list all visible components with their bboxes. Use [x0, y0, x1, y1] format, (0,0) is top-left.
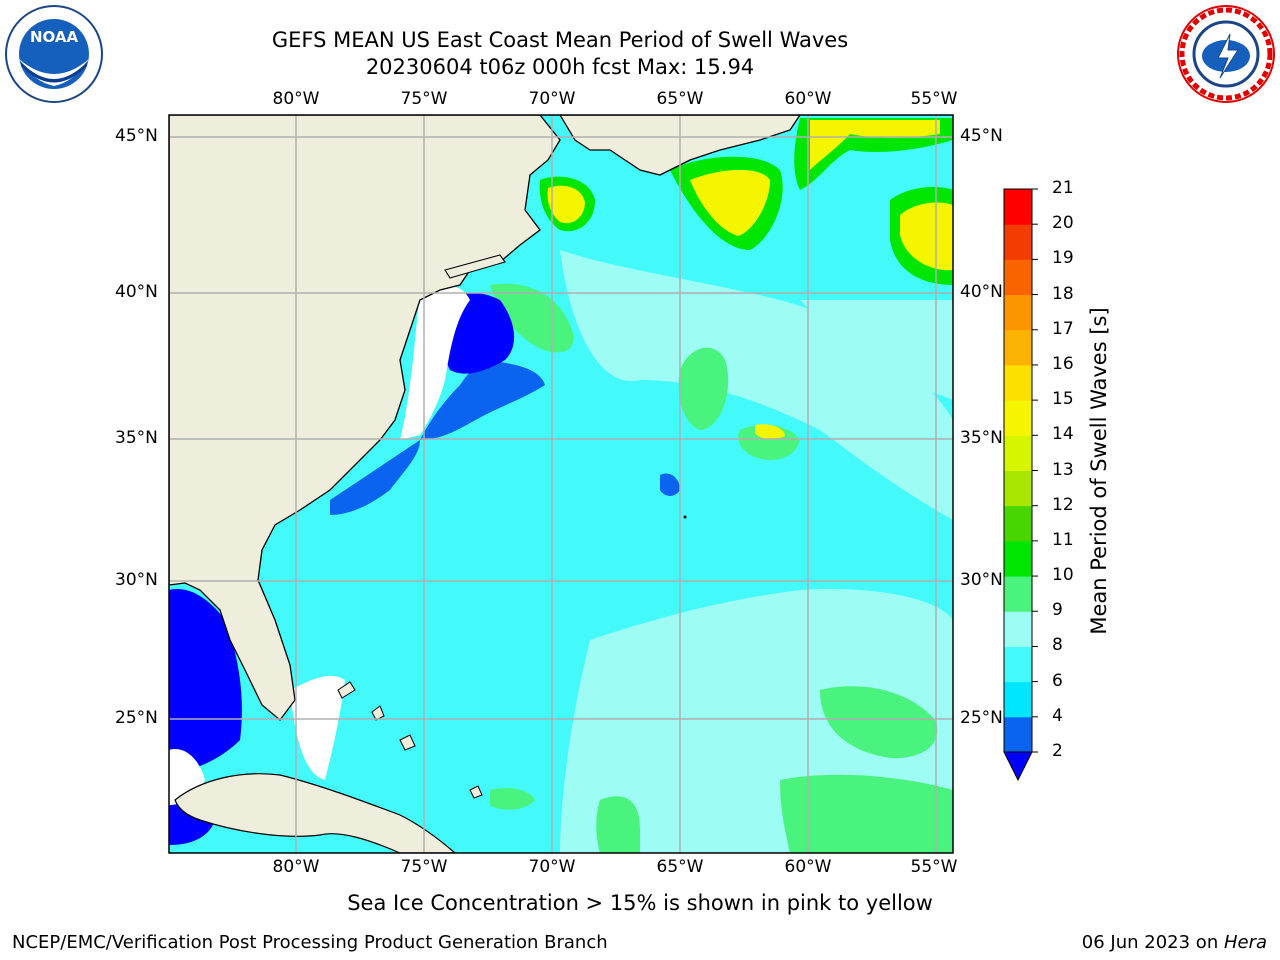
footer-credit: NCEP/EMC/Verification Post Processing Pr…	[12, 932, 608, 953]
lon-label-top: 60°W	[784, 89, 832, 109]
lat-label-left: 40°N	[115, 282, 158, 302]
colorbar-tick-label: 10	[1052, 565, 1074, 586]
colorbar	[1003, 188, 1038, 782]
lat-label-right: 45°N	[960, 126, 1003, 146]
lon-label-top: 55°W	[910, 89, 958, 109]
lon-label-bottom: 75°W	[400, 857, 448, 877]
land-bahamas	[337, 681, 356, 699]
colorbar-segment	[1004, 435, 1032, 471]
swell-patch-yellow	[810, 120, 940, 170]
colorbar-segment	[1004, 576, 1032, 612]
land-bermuda	[683, 515, 687, 519]
land-bahamas	[469, 785, 483, 799]
noaa-logo: NOAA	[4, 4, 104, 104]
lon-label-bottom: 80°W	[272, 857, 320, 877]
colorbar-tick-label: 15	[1052, 389, 1074, 410]
nodata-region	[290, 675, 345, 780]
lat-label-right: 30°N	[960, 570, 1003, 590]
colorbar-tick-label: 19	[1052, 248, 1074, 269]
swell-patch-green	[678, 347, 729, 430]
colorbar-segment	[1004, 716, 1032, 753]
colorbar-segment	[1004, 364, 1032, 401]
land-bahamas	[399, 734, 416, 751]
noaa-logo-text: NOAA	[30, 28, 79, 46]
colorbar-tick-label: 4	[1052, 705, 1063, 726]
lat-label-left: 25°N	[115, 708, 158, 728]
map-subtitle: 20230604 t06z 000h fcst Max: 15.94	[365, 55, 755, 79]
swell-region-light	[560, 250, 953, 520]
lon-label-bottom: 65°W	[656, 857, 704, 877]
colorbar-segment	[1004, 259, 1032, 296]
lon-label-bottom: 55°W	[910, 857, 958, 877]
colorbar-segment	[1004, 505, 1032, 542]
colorbar-tick-label: 2	[1052, 741, 1063, 761]
swell-patch-yellow	[900, 202, 953, 271]
lon-label-top: 75°W	[400, 89, 448, 109]
swell-region-darkblue	[169, 589, 242, 775]
lon-label-top: 65°W	[656, 89, 704, 109]
footer-date: 06 Jun 2023 on Hera	[1082, 932, 1267, 953]
swell-patch-green	[780, 774, 953, 853]
lat-label-right: 40°N	[960, 282, 1003, 302]
sea-ice-note: Sea Ice Concentration > 15% is shown in …	[347, 891, 933, 915]
colorbar-tick-label: 17	[1052, 318, 1074, 339]
lon-label-top: 80°W	[272, 89, 320, 109]
swell-region-blue	[330, 440, 420, 515]
colorbar-segment	[1004, 400, 1032, 436]
colorbar-tick-label: 12	[1052, 494, 1074, 515]
lat-label-left: 45°N	[115, 126, 158, 146]
land-long-island	[444, 254, 506, 279]
lat-label-right: 25°N	[960, 708, 1003, 728]
colorbar-segment	[1004, 329, 1032, 366]
colorbar-tick-label: 6	[1052, 670, 1063, 691]
footer-machine: Hera	[1223, 932, 1267, 953]
swell-patch-green	[820, 686, 938, 759]
colorbar-segment	[1004, 611, 1032, 647]
colorbar-tick-label: 18	[1052, 283, 1074, 304]
graticule	[169, 115, 953, 853]
swell-patch-yellow	[547, 185, 585, 224]
colorbar-tick-label: 8	[1052, 635, 1063, 656]
swell-region-blue	[420, 361, 545, 440]
footer-date-text: 06 Jun 2023 on	[1081, 932, 1224, 953]
map-frame	[168, 114, 954, 854]
colorbar-tick-label: 21	[1052, 178, 1074, 198]
swell-patch-yellow	[755, 424, 785, 440]
colorbar-tick-label: 16	[1052, 353, 1074, 374]
swell-region-light	[800, 300, 953, 400]
nws-logo	[1176, 4, 1276, 104]
swell-patch-green	[596, 796, 640, 853]
colorbar-extend-arrow	[1003, 751, 1033, 782]
colorbar-tick-label: 11	[1052, 529, 1074, 550]
lat-label-left: 35°N	[115, 428, 158, 448]
colorbar-segment	[1004, 646, 1032, 683]
lat-label-left: 30°N	[115, 570, 158, 590]
swell-patch-yellow	[690, 169, 770, 236]
colorbar-segment	[1004, 470, 1032, 507]
swell-region-blue	[660, 473, 680, 496]
lat-label-right: 35°N	[960, 428, 1003, 448]
colorbar-tick-label: 20	[1052, 213, 1074, 234]
colorbar-segment	[1004, 540, 1032, 577]
nodata-region	[400, 285, 470, 440]
colorbar-segment	[1004, 189, 1032, 225]
colorbar-segment	[1004, 681, 1032, 718]
map-title: GEFS MEAN US East Coast Mean Period of S…	[271, 28, 849, 52]
colorbar-label: Mean Period of Swell Waves [s]	[1087, 307, 1111, 634]
lon-label-bottom: 60°W	[784, 857, 832, 877]
swell-patch-green	[490, 788, 535, 810]
colorbar-tick-label: 14	[1052, 424, 1074, 445]
lon-label-top: 70°W	[528, 89, 576, 109]
lon-label-bottom: 70°W	[528, 857, 576, 877]
map-field	[169, 115, 953, 853]
land-bahamas	[371, 705, 385, 721]
colorbar-tick-label: 9	[1052, 600, 1063, 621]
colorbar-segment	[1004, 224, 1032, 260]
colorbar-segment	[1004, 294, 1032, 331]
colorbar-tick-label: 13	[1052, 459, 1074, 480]
